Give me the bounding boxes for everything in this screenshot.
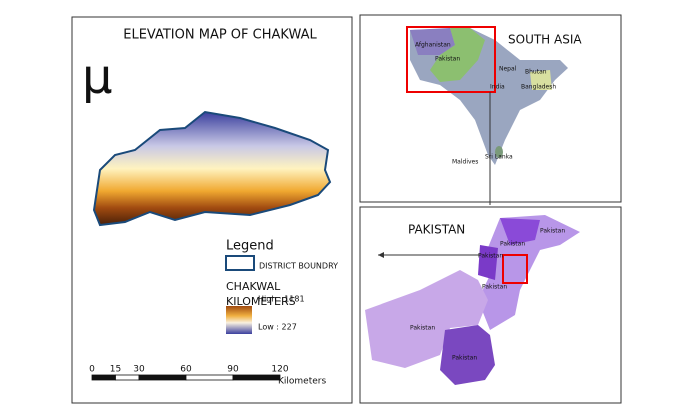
scale-bar: 0 15 30 60 90 120: [89, 365, 289, 381]
province-label: Pakistan: [540, 228, 565, 235]
country-label: India: [490, 84, 505, 91]
province-label: Pakistan: [452, 355, 477, 362]
title: ELEVATION MAP OF CHAKWAL: [123, 28, 317, 43]
afghanistan: [410, 28, 455, 55]
country-label: Sri Lanka: [485, 154, 513, 161]
scale-tick-label: 30: [133, 365, 145, 375]
north-symbol: μ: [82, 49, 113, 105]
country-label: Pakistan: [435, 56, 460, 63]
scale-segment: [138, 374, 187, 381]
scale-tick-label: 120: [271, 365, 288, 375]
country-label: Bangladesh: [521, 84, 556, 91]
low-label: Low : 227: [258, 323, 297, 332]
bangladesh: [530, 70, 552, 90]
elevation-ramp: [226, 306, 252, 334]
district-elevation: [92, 110, 332, 227]
layer-label: CHAKWAL: [226, 280, 281, 293]
province-gb: [500, 218, 540, 245]
boundary-swatch: [225, 255, 255, 271]
province-balochistan: [365, 270, 488, 368]
scale-unit: Kilometers: [278, 377, 326, 387]
scale-segment: [185, 374, 234, 381]
country-label: Bhutan: [525, 69, 547, 76]
province-label: Pakistan: [482, 284, 507, 291]
province-north: [478, 215, 580, 330]
province-sindh: [440, 325, 495, 385]
scale-tick-label: 0: [89, 365, 95, 375]
scale-tick-label: 60: [180, 365, 192, 375]
province-kp: [478, 245, 498, 280]
scale-tick-label: 90: [227, 365, 239, 375]
inset-box: [406, 26, 496, 93]
sri-lanka: [495, 146, 503, 158]
country-label: Maldives: [452, 159, 478, 166]
high-label: High : 1181: [258, 295, 305, 304]
province-label: Pakistan: [500, 241, 525, 248]
scale-tick-label: 15: [110, 365, 121, 375]
legend-title: Legend: [226, 239, 274, 254]
country-label: Nepal: [499, 66, 517, 73]
scale-segment: [232, 374, 281, 381]
unit-label: KILOMETERS: [226, 295, 296, 308]
scale-segment: [91, 374, 116, 381]
province-label: Pakistan: [478, 253, 503, 260]
boundary-label: DISTRICT BOUNDRY: [259, 262, 338, 271]
pakistan-shape: [430, 28, 485, 82]
scale-segment: [115, 374, 140, 381]
south-asia-title: SOUTH ASIA: [508, 33, 582, 47]
chakwal-box: [502, 254, 528, 284]
country-label: Afghanistan: [415, 42, 451, 49]
province-label: Pakistan: [410, 325, 435, 332]
pakistan-title: PAKISTAN: [408, 223, 465, 237]
arrow-head: [378, 252, 384, 258]
